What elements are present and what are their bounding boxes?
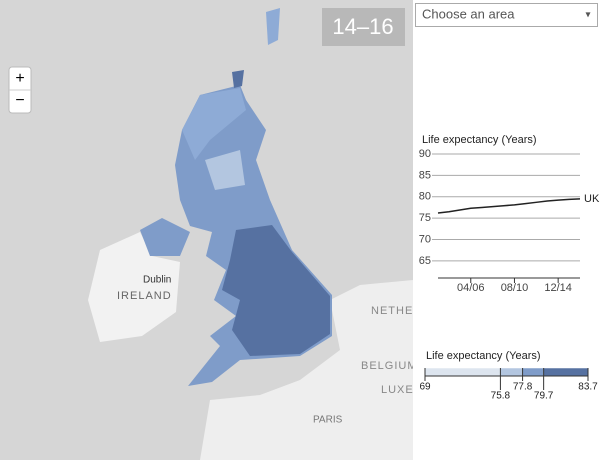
england-region [222,225,330,356]
legend-tick-label: 69 [419,382,431,393]
y-tick-label: 70 [419,233,431,245]
legend-tick-label: 77.8 [513,382,533,393]
place-label: Dublin [143,275,171,286]
continent [200,280,413,460]
side-panel [413,0,600,460]
place-label: IRELAND [117,290,172,302]
period-box [322,8,405,46]
legend-swatch [424,367,501,377]
place-label: LUXEM [381,384,424,396]
y-tick-label: 75 [419,212,431,224]
ireland [88,232,180,342]
x-tick-label: 12/14 [544,282,572,294]
y-tick-label: 65 [419,255,431,267]
zoom-out[interactable]: − [15,92,24,109]
legend-tick-label: 75.8 [491,391,511,402]
x-tick-label: 08/10 [501,282,529,294]
legend-tick-label: 79.7 [534,391,554,402]
series-label: UK [584,193,600,205]
central-region [205,150,245,190]
legend-tick-label: 83.7 [578,382,598,393]
northern-ireland [140,218,190,256]
place-label: PARIS [313,415,343,426]
legend-swatch [522,367,544,377]
y-tick-label: 85 [419,169,431,181]
y-tick-label: 90 [419,148,431,160]
y-tick-label: 80 [419,191,431,203]
place-label: NETHER [371,305,422,317]
place-label: BELGIUM [361,360,418,372]
dropdown-arrow[interactable]: ▾ [585,10,590,21]
line-series [437,198,581,214]
legend-title: Life expectancy (Years) [426,350,541,362]
chart-y-label: Life expectancy (Years) [422,134,537,146]
zoom-in[interactable]: + [15,70,24,87]
dropdown[interactable] [415,3,598,27]
orkney [232,70,244,88]
legend-swatch [543,367,589,377]
x-tick-label: 04/06 [457,282,485,294]
dropdown-placeholder: Choose an area [422,6,515,21]
highlands-region [182,88,246,160]
legend-swatch [500,367,523,377]
shetland [266,8,280,45]
period-label: 14–16 [332,14,393,39]
